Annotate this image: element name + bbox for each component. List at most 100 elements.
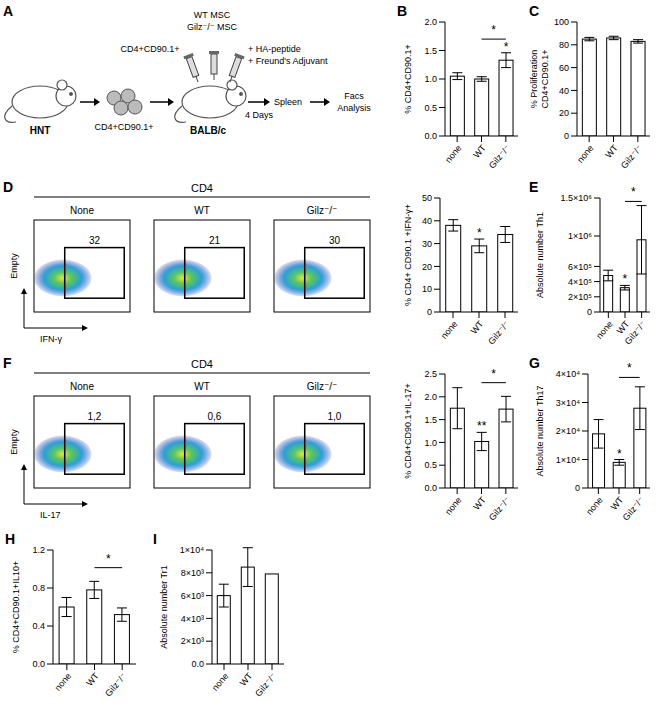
svg-text:1.5: 1.5 <box>424 46 437 56</box>
svg-text:IFN-γ: IFN-γ <box>40 334 62 344</box>
svg-text:4×10⁵: 4×10⁵ <box>568 277 592 287</box>
svg-text:40: 40 <box>422 216 432 226</box>
svg-text:1.5: 1.5 <box>424 415 437 425</box>
svg-text:1.2: 1.2 <box>32 545 45 555</box>
svg-text:+ Freund's Adjuvant: + Freund's Adjuvant <box>248 56 328 66</box>
svg-text:40: 40 <box>559 86 569 96</box>
svg-text:none: none <box>443 495 464 517</box>
svg-text:0.0: 0.0 <box>32 659 45 669</box>
svg-text:2×10³: 2×10³ <box>181 636 204 646</box>
svg-text:2.0: 2.0 <box>424 17 437 27</box>
svg-text:none: none <box>443 143 464 165</box>
svg-text:Gilz⁻/⁻: Gilz⁻/⁻ <box>253 671 278 699</box>
svg-text:100: 100 <box>554 17 569 27</box>
svg-text:Gilz⁻/⁻ MSC: Gilz⁻/⁻ MSC <box>187 22 238 32</box>
svg-text:30: 30 <box>422 239 432 249</box>
svg-text:0,6: 0,6 <box>208 411 222 422</box>
svg-text:0: 0 <box>575 483 580 493</box>
svg-text:% CD4+ CD90.1 +IFN-γ+: % CD4+ CD90.1 +IFN-γ+ <box>403 204 413 306</box>
svg-text:0.8: 0.8 <box>32 583 45 593</box>
svg-text:0: 0 <box>587 307 592 317</box>
svg-text:80: 80 <box>559 40 569 50</box>
svg-text:*: * <box>106 552 111 566</box>
svg-text:Analysis: Analysis <box>337 103 371 113</box>
svg-text:6×10³: 6×10³ <box>181 591 204 601</box>
svg-text:WT: WT <box>609 495 626 513</box>
svg-text:Gilz⁻/⁻: Gilz⁻/⁻ <box>307 205 338 216</box>
svg-text:% CD4+CD90.1+IL10+: % CD4+CD90.1+IL10+ <box>11 561 21 653</box>
svg-text:HNT: HNT <box>30 125 51 136</box>
svg-text:32: 32 <box>89 235 101 246</box>
svg-text:*: * <box>491 23 496 37</box>
svg-text:0: 0 <box>564 131 569 141</box>
svg-text:CD4+CD90.1+: CD4+CD90.1+ <box>94 122 153 132</box>
svg-text:WT: WT <box>238 671 255 689</box>
svg-text:none: none <box>594 319 615 341</box>
svg-text:Absolute number Th17: Absolute number Th17 <box>535 386 545 477</box>
svg-text:CD4: CD4 <box>191 358 213 370</box>
svg-text:0.5: 0.5 <box>424 460 437 470</box>
svg-text:WT: WT <box>471 143 488 161</box>
svg-text:BALB/c: BALB/c <box>190 125 227 136</box>
svg-text:1×10⁶: 1×10⁶ <box>568 231 592 241</box>
svg-text:% Proliferation: % Proliferation <box>529 50 539 109</box>
svg-text:IL-17: IL-17 <box>40 510 61 520</box>
svg-text:WT: WT <box>603 143 620 161</box>
svg-text:Absolute number Th1: Absolute number Th1 <box>535 212 545 298</box>
svg-text:*: * <box>627 361 632 375</box>
svg-text:Facs: Facs <box>344 91 364 101</box>
svg-text:3×10⁴: 3×10⁴ <box>556 398 580 408</box>
svg-text:WT: WT <box>471 495 488 513</box>
svg-text:2.0: 2.0 <box>424 392 437 402</box>
svg-text:none: none <box>575 143 596 165</box>
svg-text:% CD4+CD90.1+IL-17+: % CD4+CD90.1+IL-17+ <box>403 383 413 478</box>
svg-text:None: None <box>70 381 94 392</box>
svg-text:*: * <box>617 447 622 461</box>
svg-text:*: * <box>504 40 509 54</box>
svg-text:0.0: 0.0 <box>424 483 437 493</box>
svg-text:+ HA-peptide: + HA-peptide <box>248 44 301 54</box>
svg-text:% CD4+CD90.1+: % CD4+CD90.1+ <box>403 44 413 114</box>
svg-text:4 Days: 4 Days <box>245 110 274 120</box>
svg-text:2×10⁴: 2×10⁴ <box>556 426 580 436</box>
svg-text:CD4: CD4 <box>191 182 213 194</box>
svg-text:Gilz⁻/⁻: Gilz⁻/⁻ <box>621 495 646 523</box>
svg-text:1×10⁴: 1×10⁴ <box>556 455 580 465</box>
svg-text:1.0: 1.0 <box>424 438 437 448</box>
svg-text:20: 20 <box>559 108 569 118</box>
svg-text:1.0: 1.0 <box>424 74 437 84</box>
svg-text:Gilz⁻/⁻: Gilz⁻/⁻ <box>619 143 644 171</box>
svg-text:WT: WT <box>194 381 210 392</box>
svg-text:none: none <box>210 671 231 693</box>
svg-text:0.0: 0.0 <box>424 131 437 141</box>
svg-text:none: none <box>53 671 74 693</box>
svg-text:Gilz⁻/⁻: Gilz⁻/⁻ <box>486 319 511 347</box>
svg-text:Empty: Empty <box>9 429 19 455</box>
svg-text:1×10⁴: 1×10⁴ <box>180 545 204 555</box>
svg-text:Empty: Empty <box>9 253 19 279</box>
svg-text:60: 60 <box>559 63 569 73</box>
svg-text:1.5×10⁶: 1.5×10⁶ <box>561 193 593 203</box>
svg-text:*: * <box>631 185 636 199</box>
svg-text:None: None <box>70 205 94 216</box>
svg-text:Absolute number Tr1: Absolute number Tr1 <box>159 565 169 649</box>
svg-text:4×10³: 4×10³ <box>181 614 204 624</box>
svg-text:*: * <box>477 226 482 240</box>
svg-text:Gilz⁻/⁻: Gilz⁻/⁻ <box>623 319 648 347</box>
svg-text:0.5: 0.5 <box>424 103 437 113</box>
svg-text:2×10⁵: 2×10⁵ <box>568 292 592 302</box>
svg-text:Spleen: Spleen <box>274 97 302 107</box>
svg-text:0.0: 0.0 <box>191 659 204 669</box>
svg-text:21: 21 <box>209 235 221 246</box>
svg-text:Gilz⁻/⁻: Gilz⁻/⁻ <box>307 381 338 392</box>
svg-text:none: none <box>439 319 460 341</box>
svg-text:50: 50 <box>422 193 432 203</box>
svg-text:*: * <box>491 367 496 381</box>
svg-text:4×10⁴: 4×10⁴ <box>556 369 580 379</box>
svg-text:WT: WT <box>469 319 486 337</box>
svg-text:WT: WT <box>84 671 101 689</box>
svg-text:30: 30 <box>329 235 341 246</box>
svg-text:Gilz⁻/⁻: Gilz⁻/⁻ <box>487 143 512 171</box>
svg-text:CD4+CD90.1+: CD4+CD90.1+ <box>120 44 179 54</box>
svg-text:1,0: 1,0 <box>328 411 342 422</box>
